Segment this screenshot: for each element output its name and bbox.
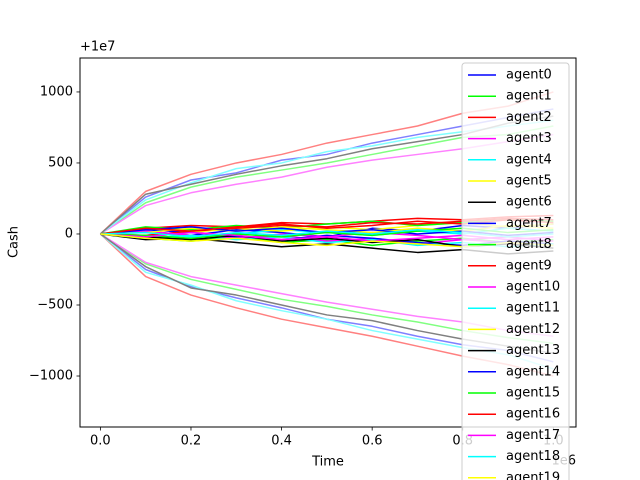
- legend-label: agent4: [506, 152, 552, 167]
- x-tick-label: 0.6: [362, 434, 383, 449]
- legend-label: agent6: [506, 195, 552, 210]
- legend-label: agent12: [506, 322, 560, 337]
- y-tick-label: −1000: [29, 369, 73, 384]
- legend-label: agent10: [506, 280, 560, 295]
- legend-label: agent8: [506, 237, 552, 252]
- x-tick-label: 0.0: [90, 434, 111, 449]
- legend-label: agent0: [506, 68, 552, 83]
- legend-label: agent3: [506, 131, 552, 146]
- legend-label: agent14: [506, 364, 560, 379]
- x-axis-label: Time: [311, 455, 344, 470]
- y-tick-label: 1000: [40, 84, 73, 99]
- legend: agent0 agent1 agent2 agent3 agent4 agent5 agen…: [461, 62, 570, 480]
- legend-label: agent9: [506, 258, 552, 273]
- legend-label: agent2: [506, 110, 552, 125]
- y-axis-label: Cash: [7, 226, 22, 258]
- legend-label: agent13: [506, 343, 560, 358]
- y-tick-label: 500: [48, 155, 73, 170]
- legend-label: agent17: [506, 428, 560, 443]
- x-tick-label: 0.4: [271, 434, 292, 449]
- x-tick-label: 0.2: [181, 434, 202, 449]
- legend-label: agent7: [506, 216, 552, 231]
- legend-label: agent18: [506, 449, 560, 464]
- legend-frame: [461, 62, 570, 480]
- axes-frame: [79, 57, 577, 428]
- y-offset-label: +1e7: [80, 40, 115, 55]
- legend-label: agent1: [506, 89, 552, 104]
- legend-label: agent16: [506, 407, 560, 422]
- legend-label: agent5: [506, 174, 552, 189]
- legend-label: agent19: [506, 470, 560, 480]
- y-tick-label: −500: [37, 297, 73, 312]
- legend-label: agent11: [506, 301, 560, 316]
- y-tick-label: 0: [65, 226, 73, 241]
- legend-label: agent15: [506, 386, 560, 401]
